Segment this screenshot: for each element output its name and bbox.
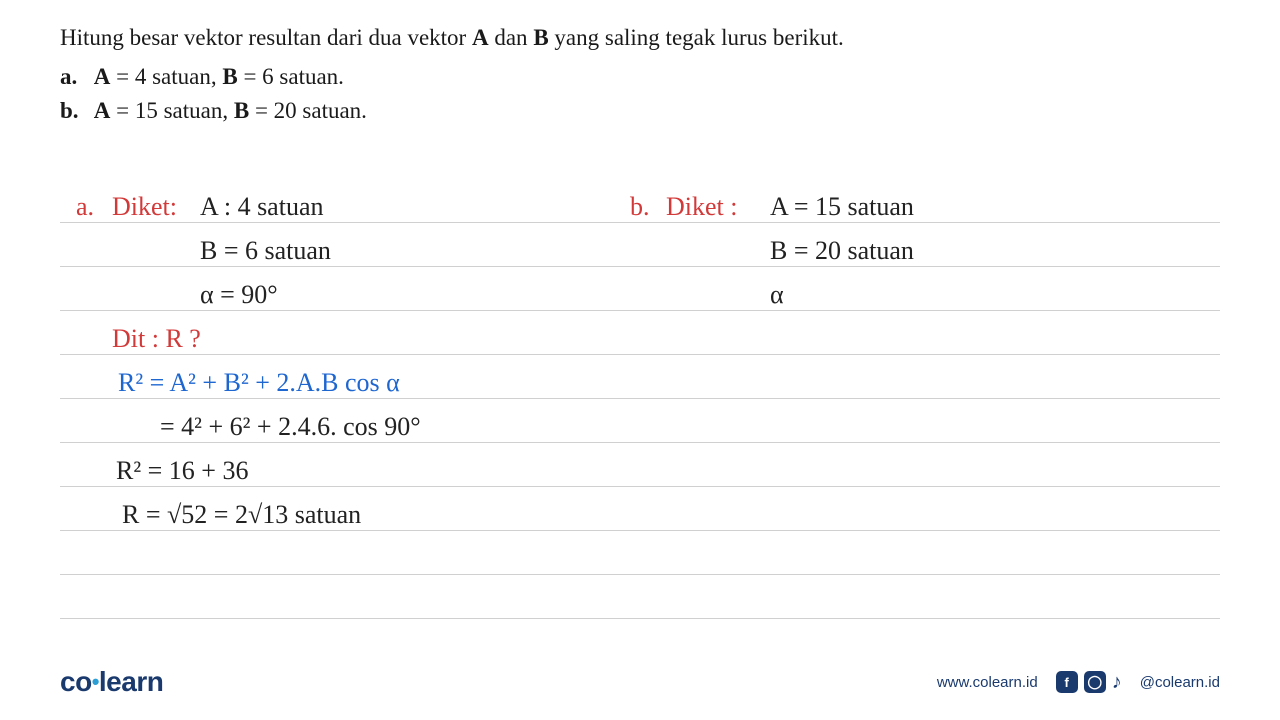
handwritten-line: R = √52 = 2√13 satuan <box>122 500 361 530</box>
logo-co: co <box>60 666 92 697</box>
handwritten-line: Dit : R ? <box>112 324 201 354</box>
ruled-line <box>60 398 1220 399</box>
ruled-line <box>60 222 1220 223</box>
question-part-b: b. A = 15 satuan, B = 20 satuan. <box>60 94 1220 127</box>
question-part-a: a. A = 4 satuan, B = 6 satuan. <box>60 60 1220 93</box>
handwritten-line: Diket: <box>112 192 177 222</box>
footer-url: www.colearn.id <box>937 674 1038 691</box>
part-a-label: a. <box>60 60 88 93</box>
ruled-line <box>60 618 1220 619</box>
logo-dot: • <box>92 669 99 694</box>
instagram-icon: ◯ <box>1084 671 1106 693</box>
handwritten-line: B = 20 satuan <box>770 236 914 266</box>
handwritten-line: α <box>770 280 784 310</box>
ruled-line <box>60 354 1220 355</box>
brand-logo: co•learn <box>60 666 163 698</box>
ruled-line <box>60 266 1220 267</box>
tiktok-icon: ♪ <box>1112 671 1122 694</box>
footer: co•learn www.colearn.id f ◯ ♪ @colearn.i… <box>60 666 1220 698</box>
question-main: Hitung besar vektor resultan dari dua ve… <box>60 22 1220 54</box>
handwritten-line: Diket : <box>666 192 738 222</box>
ruled-line <box>60 574 1220 575</box>
ruled-line <box>60 486 1220 487</box>
logo-learn: learn <box>99 666 163 697</box>
handwritten-line: b. <box>630 192 650 222</box>
ruled-line <box>60 442 1220 443</box>
facebook-icon: f <box>1056 671 1078 693</box>
handwritten-line: a. <box>76 192 94 222</box>
handwritten-line: A = 15 satuan <box>770 192 914 222</box>
part-b-label: b. <box>60 94 88 127</box>
handwritten-line: = 4² + 6² + 2.4.6. cos 90° <box>160 412 421 442</box>
ruled-line <box>60 530 1220 531</box>
handwritten-line: A : 4 satuan <box>200 192 324 222</box>
footer-handle: @colearn.id <box>1140 674 1220 691</box>
handwritten-line: R² = 16 + 36 <box>116 456 248 486</box>
handwritten-line: α = 90° <box>200 280 278 310</box>
handwritten-line: R² = A² + B² + 2.A.B cos α <box>118 368 400 398</box>
handwritten-line: B = 6 satuan <box>200 236 331 266</box>
social-icons: f ◯ ♪ <box>1056 671 1122 694</box>
ruled-line <box>60 310 1220 311</box>
